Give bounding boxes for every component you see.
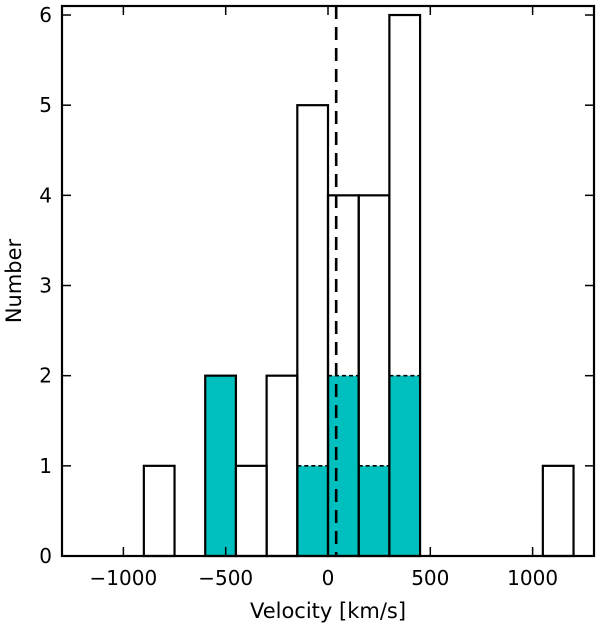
y-tick-label: 6 (39, 3, 52, 27)
x-axis-label: Velocity [km/s] (250, 599, 406, 623)
x-tick-label: −500 (198, 566, 253, 590)
filled-bar (204, 374, 237, 557)
plot-area: −1000 −500 0 500 1000 0 1 2 3 4 5 6 (39, 3, 596, 590)
outline-bar (234, 464, 268, 558)
filled-bar (327, 374, 360, 557)
x-tick-label: −1000 (90, 566, 158, 590)
filled-bar (357, 465, 391, 557)
y-tick-label: 4 (39, 183, 52, 207)
x-tick-label: 1000 (507, 566, 558, 590)
outline-bar (265, 374, 299, 558)
y-tick-label: 1 (39, 454, 52, 478)
outline-bar (142, 464, 176, 558)
filled-bar (388, 374, 421, 557)
y-tick-label: 2 (39, 364, 52, 388)
y-tick-label: 3 (39, 274, 52, 298)
x-tick-label: 500 (411, 566, 449, 590)
y-axis-label: Number (2, 238, 26, 323)
outline-bar (541, 464, 575, 558)
x-tick-label: 0 (322, 566, 335, 590)
y-tick-label: 5 (39, 93, 52, 117)
filled-bar (296, 465, 329, 557)
y-tick-label: 0 (39, 544, 52, 568)
